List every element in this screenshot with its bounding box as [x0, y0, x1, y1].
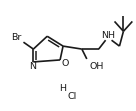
Text: OH: OH	[89, 62, 104, 71]
Text: O: O	[61, 59, 69, 68]
Text: H: H	[60, 84, 67, 93]
Text: Cl: Cl	[67, 92, 77, 101]
Text: Br: Br	[12, 33, 22, 42]
Text: N: N	[29, 62, 36, 71]
Text: NH: NH	[102, 31, 116, 40]
